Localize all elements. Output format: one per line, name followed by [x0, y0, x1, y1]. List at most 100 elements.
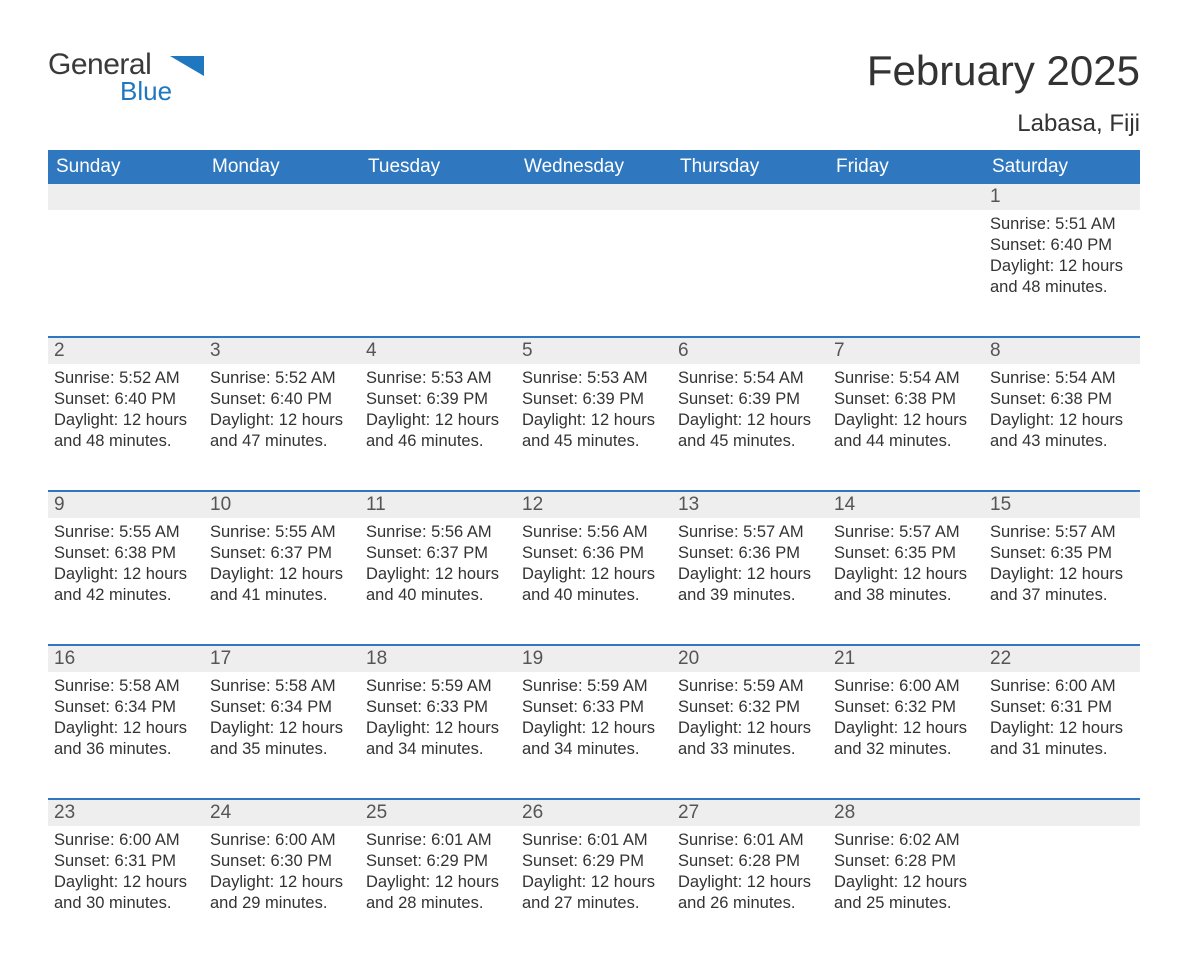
sunset-text: Sunset: 6:39 PM [522, 389, 666, 410]
day-number-row: 232425262728 [48, 800, 1140, 826]
day-number-row: 9101112131415 [48, 492, 1140, 518]
title-block: February 2025 Labasa, Fiji [867, 50, 1140, 138]
day1-text: Daylight: 12 hours [834, 872, 978, 893]
header: General Blue February 2025 Labasa, Fiji [48, 50, 1140, 138]
sunset-text: Sunset: 6:29 PM [366, 851, 510, 872]
day-number: 13 [672, 492, 828, 518]
day-cell: Sunrise: 6:00 AMSunset: 6:30 PMDaylight:… [204, 826, 360, 922]
sunrise-text: Sunrise: 5:59 AM [366, 676, 510, 697]
day-cell: Sunrise: 5:57 AMSunset: 6:35 PMDaylight:… [828, 518, 984, 614]
day2-text: and 40 minutes. [522, 585, 666, 606]
sunset-text: Sunset: 6:34 PM [54, 697, 198, 718]
day-number: 6 [672, 338, 828, 364]
sunset-text: Sunset: 6:39 PM [678, 389, 822, 410]
day-cell: Sunrise: 6:00 AMSunset: 6:31 PMDaylight:… [48, 826, 204, 922]
day1-text: Daylight: 12 hours [54, 564, 198, 585]
day-number: 3 [204, 338, 360, 364]
sunrise-text: Sunrise: 5:52 AM [210, 368, 354, 389]
sunrise-text: Sunrise: 5:57 AM [834, 522, 978, 543]
sunrise-text: Sunrise: 5:55 AM [210, 522, 354, 543]
day1-text: Daylight: 12 hours [366, 564, 510, 585]
day-cell: Sunrise: 5:58 AMSunset: 6:34 PMDaylight:… [48, 672, 204, 768]
weekday-header: Sunday [48, 150, 204, 184]
day-number-row: 2345678 [48, 338, 1140, 364]
day-number: 14 [828, 492, 984, 518]
day2-text: and 36 minutes. [54, 739, 198, 760]
day1-text: Daylight: 12 hours [54, 718, 198, 739]
sunrise-text: Sunrise: 5:51 AM [990, 214, 1134, 235]
day2-text: and 27 minutes. [522, 893, 666, 914]
day2-text: and 29 minutes. [210, 893, 354, 914]
sunset-text: Sunset: 6:31 PM [54, 851, 198, 872]
day-number: 7 [828, 338, 984, 364]
day1-text: Daylight: 12 hours [366, 410, 510, 431]
sunset-text: Sunset: 6:38 PM [834, 389, 978, 410]
day-number: 22 [984, 646, 1140, 672]
day2-text: and 41 minutes. [210, 585, 354, 606]
day-number [828, 184, 984, 210]
day1-text: Daylight: 12 hours [54, 872, 198, 893]
sunset-text: Sunset: 6:35 PM [834, 543, 978, 564]
sunrise-text: Sunrise: 6:01 AM [522, 830, 666, 851]
sunset-text: Sunset: 6:37 PM [210, 543, 354, 564]
sunrise-text: Sunrise: 5:54 AM [990, 368, 1134, 389]
day2-text: and 33 minutes. [678, 739, 822, 760]
day-number: 20 [672, 646, 828, 672]
day1-text: Daylight: 12 hours [834, 410, 978, 431]
day2-text: and 46 minutes. [366, 431, 510, 452]
day-cell: Sunrise: 6:00 AMSunset: 6:32 PMDaylight:… [828, 672, 984, 768]
location-label: Labasa, Fiji [867, 110, 1140, 138]
day1-text: Daylight: 12 hours [834, 564, 978, 585]
day-number: 23 [48, 800, 204, 826]
day1-text: Daylight: 12 hours [678, 410, 822, 431]
calendar-grid: Sunday Monday Tuesday Wednesday Thursday… [48, 150, 1140, 922]
weekday-header: Thursday [672, 150, 828, 184]
day2-text: and 40 minutes. [366, 585, 510, 606]
sunset-text: Sunset: 6:38 PM [990, 389, 1134, 410]
weekday-header: Tuesday [360, 150, 516, 184]
day1-text: Daylight: 12 hours [54, 410, 198, 431]
day-cell: Sunrise: 5:55 AMSunset: 6:37 PMDaylight:… [204, 518, 360, 614]
sunrise-text: Sunrise: 5:58 AM [210, 676, 354, 697]
sunrise-text: Sunrise: 5:54 AM [834, 368, 978, 389]
sunrise-text: Sunrise: 5:59 AM [522, 676, 666, 697]
day2-text: and 35 minutes. [210, 739, 354, 760]
sunrise-text: Sunrise: 5:58 AM [54, 676, 198, 697]
day1-text: Daylight: 12 hours [210, 872, 354, 893]
day2-text: and 45 minutes. [522, 431, 666, 452]
day1-text: Daylight: 12 hours [210, 564, 354, 585]
calendar-week: 9101112131415Sunrise: 5:55 AMSunset: 6:3… [48, 490, 1140, 614]
logo-text: General Blue [48, 50, 172, 104]
sunrise-text: Sunrise: 5:55 AM [54, 522, 198, 543]
sunset-text: Sunset: 6:40 PM [990, 235, 1134, 256]
day1-text: Daylight: 12 hours [210, 718, 354, 739]
sunrise-text: Sunrise: 5:53 AM [522, 368, 666, 389]
day-number: 2 [48, 338, 204, 364]
day2-text: and 30 minutes. [54, 893, 198, 914]
day1-text: Daylight: 12 hours [522, 718, 666, 739]
weekday-header: Saturday [984, 150, 1140, 184]
sunset-text: Sunset: 6:35 PM [990, 543, 1134, 564]
sunrise-text: Sunrise: 6:01 AM [366, 830, 510, 851]
day-number: 10 [204, 492, 360, 518]
sunrise-text: Sunrise: 5:52 AM [54, 368, 198, 389]
day-cell: Sunrise: 5:56 AMSunset: 6:36 PMDaylight:… [516, 518, 672, 614]
sunset-text: Sunset: 6:28 PM [678, 851, 822, 872]
day2-text: and 28 minutes. [366, 893, 510, 914]
day-number: 5 [516, 338, 672, 364]
day-number [48, 184, 204, 210]
day1-text: Daylight: 12 hours [522, 410, 666, 431]
calendar-page: General Blue February 2025 Labasa, Fiji … [0, 0, 1188, 962]
weeks-container: 1Sunrise: 5:51 AMSunset: 6:40 PMDaylight… [48, 184, 1140, 922]
day-cell [672, 210, 828, 306]
day-cell: Sunrise: 5:53 AMSunset: 6:39 PMDaylight:… [516, 364, 672, 460]
day-cell: Sunrise: 5:51 AMSunset: 6:40 PMDaylight:… [984, 210, 1140, 306]
sunset-text: Sunset: 6:36 PM [678, 543, 822, 564]
day-number [204, 184, 360, 210]
sunset-text: Sunset: 6:32 PM [678, 697, 822, 718]
sunset-text: Sunset: 6:33 PM [366, 697, 510, 718]
day-number: 11 [360, 492, 516, 518]
day-cell: Sunrise: 5:59 AMSunset: 6:32 PMDaylight:… [672, 672, 828, 768]
day-cell: Sunrise: 6:01 AMSunset: 6:28 PMDaylight:… [672, 826, 828, 922]
sunrise-text: Sunrise: 5:54 AM [678, 368, 822, 389]
